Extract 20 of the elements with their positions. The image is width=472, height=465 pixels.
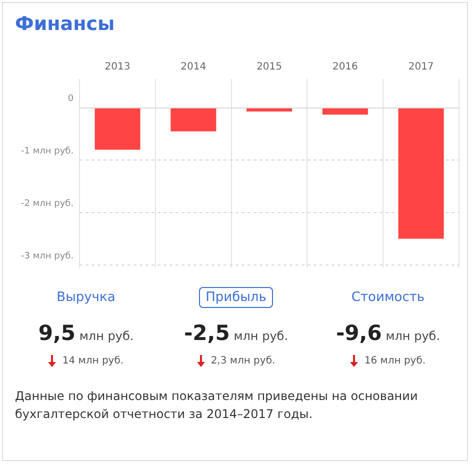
text: Прибыль (198, 287, 274, 308)
text: -2,5 млн руб. (184, 321, 288, 345)
y-tick-label: 0 (68, 94, 74, 104)
x-tick-label: 2016 (332, 62, 358, 73)
text: Стоимость (350, 290, 426, 305)
text: 14 млн руб. (62, 356, 124, 367)
text: 2,3 млн руб. (210, 356, 276, 367)
chart-title: Финансы (15, 13, 115, 35)
y-tick-label: -3 млн руб. (20, 251, 74, 262)
text: Данные по финансовым показателям приведены на основании бухгалтерской отчетности за 2014–2017 годы. (15, 388, 419, 423)
x-tick-label: 2017 (408, 62, 434, 73)
text: -9,6 млн руб. (336, 321, 440, 345)
x-tick-label: 2015 (256, 62, 282, 73)
x-tick-label: 2013 (104, 62, 130, 73)
text: 16 млн руб. (364, 356, 426, 367)
text: Выручка (56, 290, 116, 305)
text: 9,5 млн руб. (38, 321, 134, 345)
y-tick-label: -1 млн руб. (20, 146, 74, 157)
y-tick-label: -2 млн руб. (20, 198, 74, 209)
x-tick-label: 2014 (180, 62, 206, 73)
